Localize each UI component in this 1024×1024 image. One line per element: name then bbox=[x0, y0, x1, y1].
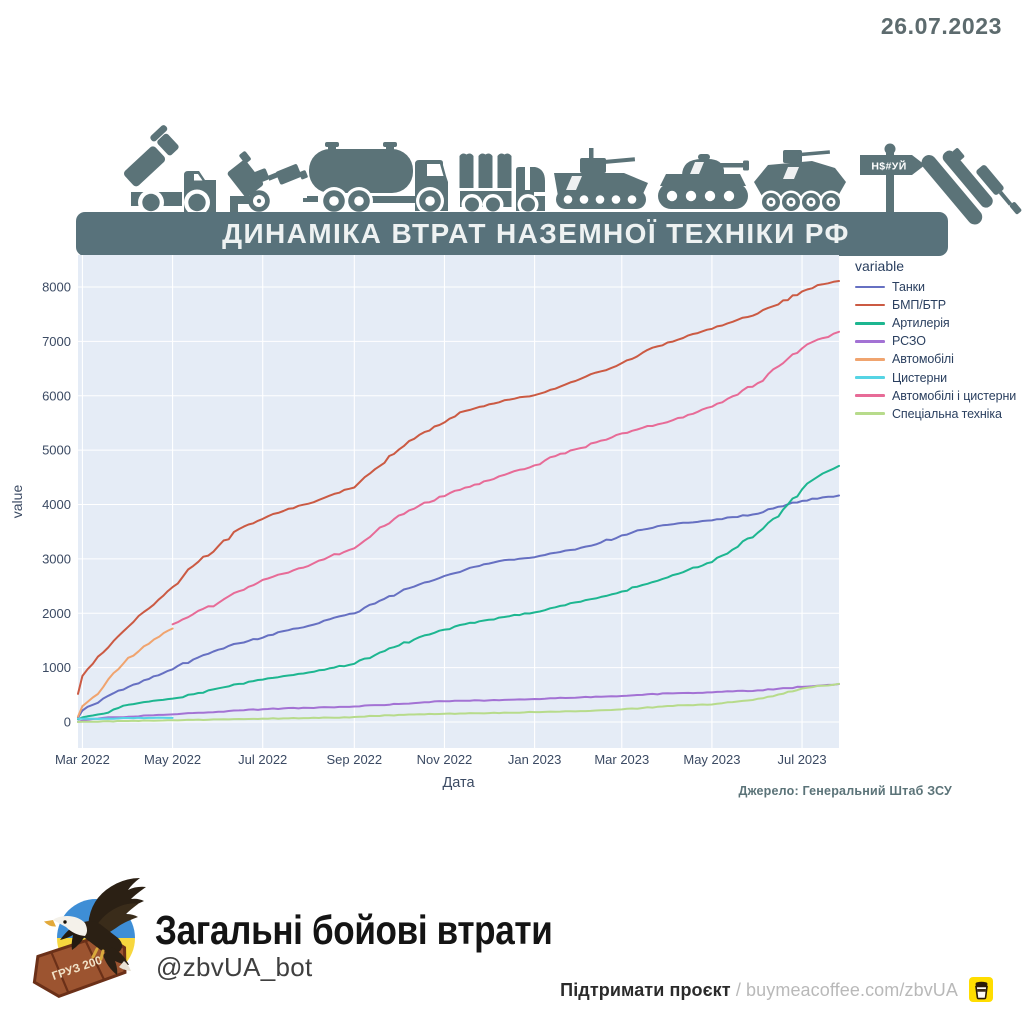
legend-swatch bbox=[855, 340, 885, 343]
plot-area bbox=[78, 255, 839, 748]
legend-swatch bbox=[855, 394, 885, 397]
date-label: 26.07.2023 bbox=[880, 13, 1002, 39]
legend-item-6[interactable]: Цистерни bbox=[855, 368, 1016, 386]
y-tick-label: 2000 bbox=[42, 606, 71, 621]
legend-item-2[interactable]: БМП/БТР bbox=[855, 296, 1016, 314]
legend-label: Автомобілі bbox=[892, 352, 954, 367]
y-tick-label: 4000 bbox=[42, 497, 71, 512]
tracked-ifv-icon bbox=[554, 148, 648, 209]
footer-title: Загальні бойові втрати bbox=[155, 907, 553, 953]
legend-swatch bbox=[855, 412, 885, 415]
legend-title: variable bbox=[855, 258, 905, 274]
y-tick-label: 8000 bbox=[42, 280, 71, 295]
series-line-2 bbox=[77, 280, 840, 695]
legend-swatch bbox=[855, 285, 885, 289]
mlrs-truck-icon bbox=[124, 125, 216, 216]
series-line-1 bbox=[77, 494, 840, 719]
series-line-8 bbox=[77, 682, 840, 723]
y-tick-label: 7000 bbox=[42, 334, 71, 349]
y-tick-label: 1000 bbox=[42, 660, 71, 675]
signpost-icon: Н$#УЙ bbox=[860, 143, 925, 212]
x-tick-label: Jul 2023 bbox=[777, 752, 826, 767]
y-tick-label: 6000 bbox=[42, 388, 71, 403]
source-note: Джерело: Генеральний Штаб ЗСУ bbox=[738, 784, 952, 798]
y-tick-label: 0 bbox=[64, 715, 71, 730]
legend-item-4[interactable]: РСЗО bbox=[855, 332, 1016, 350]
x-tick-label: Nov 2022 bbox=[417, 752, 473, 767]
tank-icon bbox=[658, 154, 749, 209]
title-banner: ДИНАМІКА ВТРАТ НАЗЕМНОЇ ТЕХНІКИ РФ bbox=[76, 212, 948, 256]
legend-item-1[interactable]: Танки bbox=[855, 278, 1016, 296]
wheeled-apc-icon bbox=[754, 150, 846, 214]
buymeacoffee-button[interactable] bbox=[969, 977, 993, 1002]
loss-line-chart: 0 1000 2000 3000 4000 5000 6000 7000 8000 Mar 202… bbox=[9, 255, 840, 791]
x-tick-label: Jan 2023 bbox=[508, 752, 562, 767]
x-tick-label: Mar 2022 bbox=[55, 752, 110, 767]
legend-label: РСЗО bbox=[892, 334, 926, 349]
legend-swatch bbox=[855, 303, 885, 307]
towed-howitzer-icon bbox=[227, 151, 308, 212]
fuel-tanker-truck-icon bbox=[303, 142, 448, 215]
x-tick-label: May 2023 bbox=[683, 752, 740, 767]
legend-item-5[interactable]: Автомобілі bbox=[855, 350, 1016, 368]
coffee-cup-icon bbox=[974, 981, 988, 999]
support-separator: / bbox=[730, 980, 747, 1000]
legend-swatch bbox=[855, 321, 885, 325]
y-axis-title: value bbox=[9, 485, 25, 519]
x-tick-label: May 2022 bbox=[144, 752, 201, 767]
bot-logo: ГРУЗ 200 bbox=[32, 878, 146, 999]
x-tick-label: Mar 2023 bbox=[594, 752, 649, 767]
legend-label: Автомобілі і цистерни bbox=[892, 388, 1017, 403]
series-line-3 bbox=[77, 464, 840, 721]
legend-label: Цистерни bbox=[892, 370, 948, 385]
eagle-icon bbox=[44, 878, 146, 975]
series-line-4 bbox=[77, 683, 840, 723]
legend-label: БМП/БТР bbox=[892, 298, 946, 313]
x-tick-label: Sep 2022 bbox=[326, 752, 382, 767]
legend-item-7[interactable]: Автомобілі і цистерни bbox=[855, 387, 1016, 405]
legend-item-3[interactable]: Артилерія bbox=[855, 314, 1016, 332]
legend-label: Танки bbox=[892, 280, 925, 295]
series-line-7 bbox=[171, 330, 840, 626]
legend-swatch bbox=[855, 358, 885, 361]
chart-legend: variable Танки БМП/БТР Артилерія РСЗО Автомо… bbox=[855, 258, 1016, 423]
signpost-text: Н$#УЙ bbox=[871, 160, 906, 173]
x-axis-title: Дата bbox=[442, 775, 475, 791]
support-line: Підтримати проєкт / buymeacoffee.com/zbv… bbox=[560, 980, 958, 1001]
support-link-text[interactable]: buymeacoffee.com/zbvUA bbox=[746, 980, 958, 1000]
legend-swatch bbox=[855, 376, 885, 379]
vehicle-icon-strip: Н$#УЙ bbox=[124, 125, 1022, 225]
series-line-6 bbox=[77, 716, 174, 720]
bot-handle: @zbvUA_bot bbox=[156, 952, 313, 982]
sinking-warship-icon bbox=[921, 148, 1022, 225]
x-tick-label: Jul 2022 bbox=[238, 752, 287, 767]
legend-label: Артилерія bbox=[892, 316, 950, 331]
series-line-5 bbox=[77, 627, 174, 718]
y-tick-label: 3000 bbox=[42, 551, 71, 566]
legend-label: Спеціальна техніка bbox=[892, 406, 1002, 421]
y-tick-label: 5000 bbox=[42, 443, 71, 458]
banner-title: ДИНАМІКА ВТРАТ НАЗЕМНОЇ ТЕХНІКИ РФ bbox=[222, 218, 850, 249]
support-label: Підтримати проєкт bbox=[560, 980, 731, 1000]
cargo-truck-icon bbox=[459, 153, 545, 215]
legend-item-8[interactable]: Спеціальна техніка bbox=[855, 405, 1016, 423]
